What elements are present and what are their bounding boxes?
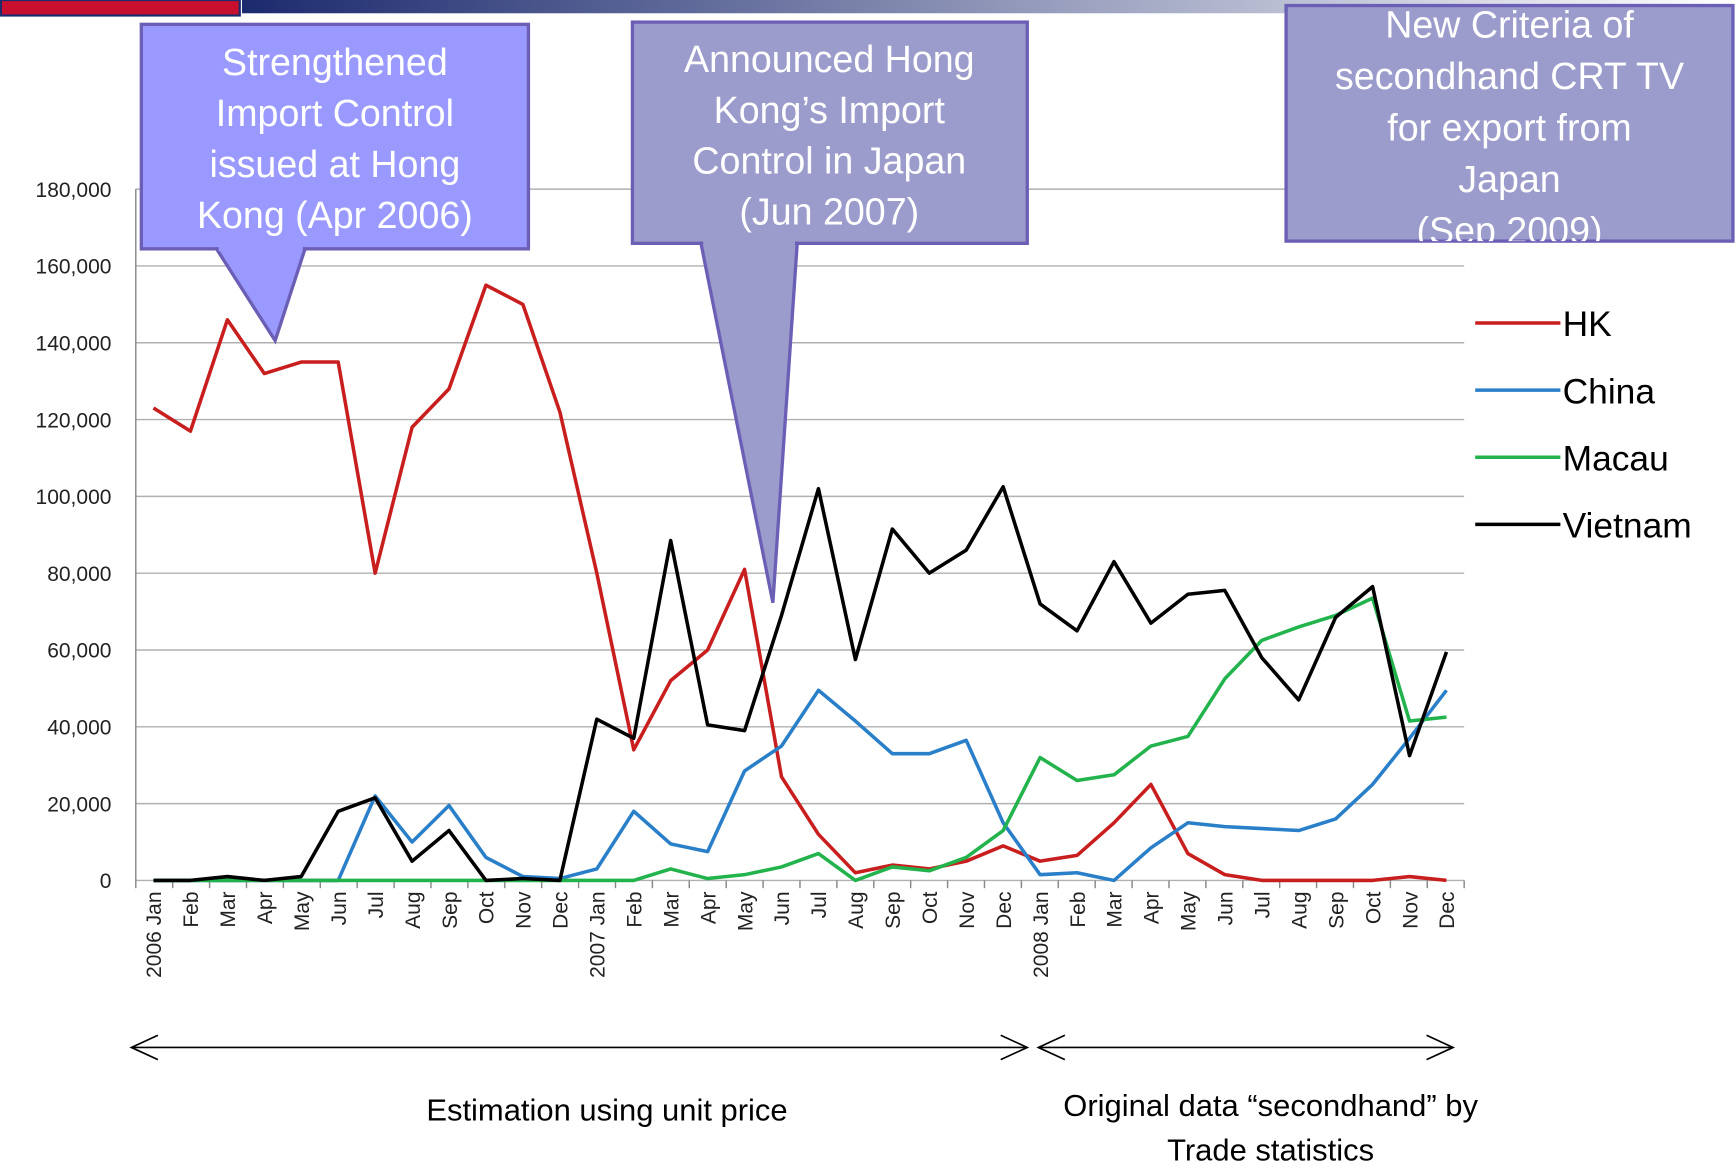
callout-line: (Jun 2007) [739, 191, 919, 233]
x-tick-label: Dec [993, 891, 1016, 928]
callout-line: New Criteria of [1385, 4, 1634, 46]
x-tick-label: 2006 Jan [143, 891, 166, 977]
x-tick-label: May [291, 891, 314, 931]
x-tick-label: Dec [550, 891, 573, 928]
callout-line: Kong’s Import [714, 89, 946, 131]
legend-label: Vietnam [1563, 507, 1692, 546]
callout-box [630, 20, 1029, 245]
x-tick-label: Feb [180, 891, 203, 927]
x-tick-label: 2008 Jan [1030, 891, 1053, 977]
y-tick-label: 0 [100, 870, 112, 893]
x-tick-label: Feb [1067, 891, 1090, 927]
x-tick-label: Jul [808, 891, 831, 918]
x-tick-label: Mar [217, 891, 240, 927]
arrow-head [1426, 1034, 1456, 1061]
x-tick-label: Jul [365, 891, 388, 918]
x-tick-label: Nov [956, 891, 979, 929]
arrow-head [1000, 1034, 1030, 1061]
callout-text: Announced Hong Kong’s Import Control in Ja… [684, 38, 975, 233]
y-tick-label: 20,000 [47, 793, 111, 816]
x-tick-label: 2007 Jan [587, 891, 610, 977]
callout-line: secondhand CRT TV [1335, 55, 1684, 97]
y-tick-label: 140,000 [36, 332, 112, 355]
callout-line: Control in Japan [692, 140, 966, 182]
callout-text: Strengthened Import Control issued at Hong… [197, 41, 473, 236]
x-tick-label: Mar [660, 891, 683, 927]
x-tick-label: May [734, 891, 757, 931]
top-accent [0, 0, 241, 17]
callout-line: Announced Hong [684, 38, 975, 80]
x-tick-label: Apr [1141, 891, 1164, 924]
y-tick-label: 80,000 [47, 563, 111, 586]
x-tick-label: Feb [623, 891, 646, 927]
x-tick-label: Sep [439, 891, 462, 928]
x-tick-label: Oct [1362, 891, 1385, 924]
x-tick-label: Dec [1436, 891, 1459, 928]
callout-line: Strengthened [222, 41, 448, 83]
x-tick-label: Nov [513, 891, 536, 929]
callout-box [1284, 3, 1735, 243]
y-tick-label: 180,000 [36, 179, 112, 202]
callout-line: Import Control [216, 92, 454, 134]
series-line [153, 485, 1449, 883]
y-tick-label: 160,000 [36, 256, 112, 279]
callout-line: for export from [1387, 106, 1631, 148]
callout-box [139, 22, 531, 251]
arrow-head [1036, 1034, 1066, 1061]
x-tick-label: Jul [1252, 891, 1275, 918]
callout-text: New Criteria of secondhand CRT TV for expo… [1335, 4, 1684, 251]
legend-label: Macau [1563, 440, 1669, 479]
callout-line: (Sep 2009) [1417, 209, 1603, 251]
x-tick-label: Oct [476, 891, 499, 924]
series-line [152, 283, 1447, 883]
callout-line: Kong (Apr 2006) [197, 194, 473, 236]
x-tick-label: Jun [771, 891, 794, 925]
x-tick-label: Apr [254, 891, 277, 924]
x-tick-label: Mar [1104, 891, 1127, 927]
y-tick-label: 40,000 [47, 717, 111, 740]
x-tick-label: Aug [845, 891, 868, 928]
x-tick-label: Sep [882, 891, 905, 928]
note-text: Original data “secondhand” by [1063, 1088, 1478, 1123]
series-line [153, 688, 1448, 883]
arrow-head [129, 1034, 159, 1061]
y-tick-label: 60,000 [47, 640, 111, 663]
legend-label: China [1563, 372, 1656, 411]
legend-label: HK [1563, 305, 1613, 344]
x-tick-label: Sep [1325, 891, 1348, 928]
x-tick-label: Aug [402, 891, 425, 928]
callout-line: issued at Hong [209, 143, 460, 185]
x-tick-label: Aug [1288, 891, 1311, 928]
series-line [153, 596, 1447, 883]
note-text: Trade statistics [1167, 1132, 1374, 1167]
y-tick-label: 120,000 [36, 409, 112, 432]
x-tick-label: Nov [1399, 891, 1422, 929]
x-tick-label: Jun [328, 891, 351, 925]
x-tick-label: May [1178, 891, 1201, 931]
note-text: Estimation using unit price [426, 1092, 787, 1127]
callout-line: Japan [1458, 158, 1560, 200]
x-tick-label: Apr [697, 891, 720, 924]
x-tick-label: Oct [919, 891, 942, 924]
x-tick-label: Jun [1215, 891, 1238, 925]
y-tick-label: 100,000 [36, 486, 112, 509]
